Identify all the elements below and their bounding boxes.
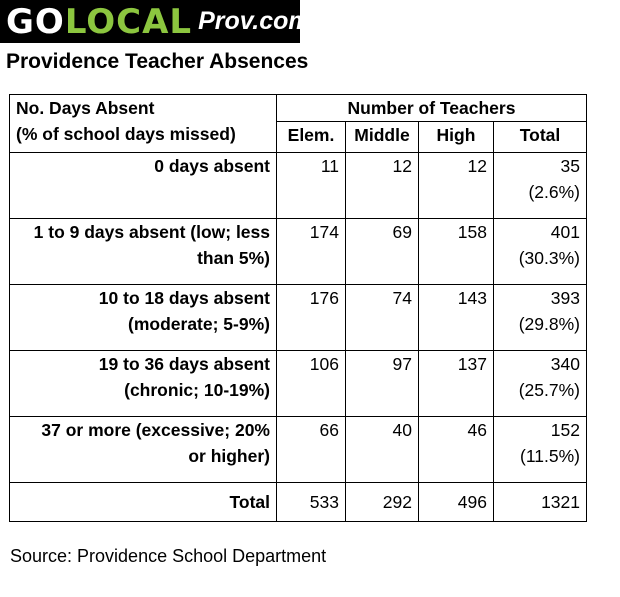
total-middle: 292 xyxy=(345,482,419,522)
cell-high: 158 xyxy=(418,218,494,285)
col-header-middle: Middle xyxy=(345,121,419,153)
row-label: 37 or more (excessive; 20% or higher) xyxy=(9,416,277,483)
total-total: 1321 xyxy=(493,482,587,522)
cell-total-count: 401 xyxy=(550,222,580,242)
cell-total-percent: (11.5%) xyxy=(520,446,580,466)
page-title: Providence Teacher Absences xyxy=(6,50,309,73)
table-row: 1 to 9 days absent (low; less than 5%) 1… xyxy=(9,218,587,285)
cell-total-count: 35 xyxy=(560,156,580,176)
row-label: 19 to 36 days absent (chronic; 10-19%) xyxy=(9,350,277,417)
cell-elem: 106 xyxy=(276,350,346,417)
table-row: 37 or more (excessive; 20% or higher) 66… xyxy=(9,416,587,483)
col-header-total: Total xyxy=(493,121,587,153)
total-row-label: Total xyxy=(9,482,277,522)
absences-table: No. Days Absent (% of school days missed… xyxy=(9,94,587,522)
cell-high: 12 xyxy=(418,152,494,219)
row-label: 10 to 18 days absent (moderate; 5-9%) xyxy=(9,284,277,351)
cell-middle: 12 xyxy=(345,152,419,219)
cell-total: 152 (11.5%) xyxy=(493,416,587,483)
cell-middle: 74 xyxy=(345,284,419,351)
row-label-line1: 37 or more (excessive; 20% xyxy=(41,420,270,440)
total-high: 496 xyxy=(418,482,494,522)
col-header-elem: Elem. xyxy=(276,121,346,153)
cell-total-count: 340 xyxy=(550,354,580,374)
row-label-line1: 1 to 9 days absent (low; less xyxy=(33,222,270,242)
row-label-line1: 0 days absent xyxy=(154,156,270,176)
row-label-line2: than 5%) xyxy=(197,248,270,268)
row-label: 0 days absent xyxy=(9,152,277,219)
row-label-line1: 19 to 36 days absent xyxy=(98,354,270,374)
table-row: 0 days absent 11 12 12 35 (2.6%) xyxy=(9,152,587,219)
golocalprov-logo: GOLOCAL Prov.com xyxy=(0,0,311,43)
cell-high: 46 xyxy=(418,416,494,483)
table-row: 10 to 18 days absent (moderate; 5-9%) 17… xyxy=(9,284,587,351)
cell-total-count: 393 xyxy=(550,288,580,308)
number-of-teachers-header: Number of Teachers xyxy=(276,94,587,122)
cell-total-percent: (29.8%) xyxy=(518,314,580,334)
cell-total: 401 (30.3%) xyxy=(493,218,587,285)
days-absent-header-line1: No. Days Absent xyxy=(16,98,155,118)
logo-part-local: LOCAL xyxy=(64,1,193,42)
logo-part-go: GO xyxy=(6,1,65,42)
header-row-2: Elem. Middle High Total xyxy=(10,121,587,153)
cell-total-percent: (25.7%) xyxy=(518,380,580,400)
cell-total-count: 152 xyxy=(550,420,580,440)
col-header-high: High xyxy=(418,121,494,153)
cell-middle: 97 xyxy=(345,350,419,417)
header-row-1: No. Days Absent (% of school days missed… xyxy=(9,94,587,153)
cell-elem: 176 xyxy=(276,284,346,351)
row-label-line2: or higher) xyxy=(188,446,270,466)
total-row: Total 533 292 496 1321 xyxy=(9,482,587,522)
days-absent-header: No. Days Absent (% of school days missed… xyxy=(9,94,277,153)
logo-wordmark: GOLOCAL xyxy=(6,5,192,39)
row-label-line2: (moderate; 5-9%) xyxy=(128,314,270,334)
table-row: 19 to 36 days absent (chronic; 10-19%) 1… xyxy=(9,350,587,417)
row-label: 1 to 9 days absent (low; less than 5%) xyxy=(9,218,277,285)
cell-elem: 66 xyxy=(276,416,346,483)
cell-total-percent: (2.6%) xyxy=(528,182,580,202)
days-absent-header-line2: (% of school days missed) xyxy=(16,124,236,144)
total-elem: 533 xyxy=(276,482,346,522)
cell-total: 35 (2.6%) xyxy=(493,152,587,219)
cell-middle: 40 xyxy=(345,416,419,483)
row-label-line1: 10 to 18 days absent xyxy=(98,288,270,308)
cell-total: 393 (29.8%) xyxy=(493,284,587,351)
cell-elem: 174 xyxy=(276,218,346,285)
cell-total: 340 (25.7%) xyxy=(493,350,587,417)
source-note: Source: Providence School Department xyxy=(10,546,327,566)
cell-high: 143 xyxy=(418,284,494,351)
logo-domain: Prov.com xyxy=(198,7,311,35)
cell-high: 137 xyxy=(418,350,494,417)
cell-total-percent: (30.3%) xyxy=(518,248,580,268)
cell-middle: 69 xyxy=(345,218,419,285)
row-label-line2: (chronic; 10-19%) xyxy=(124,380,270,400)
cell-elem: 11 xyxy=(276,152,346,219)
